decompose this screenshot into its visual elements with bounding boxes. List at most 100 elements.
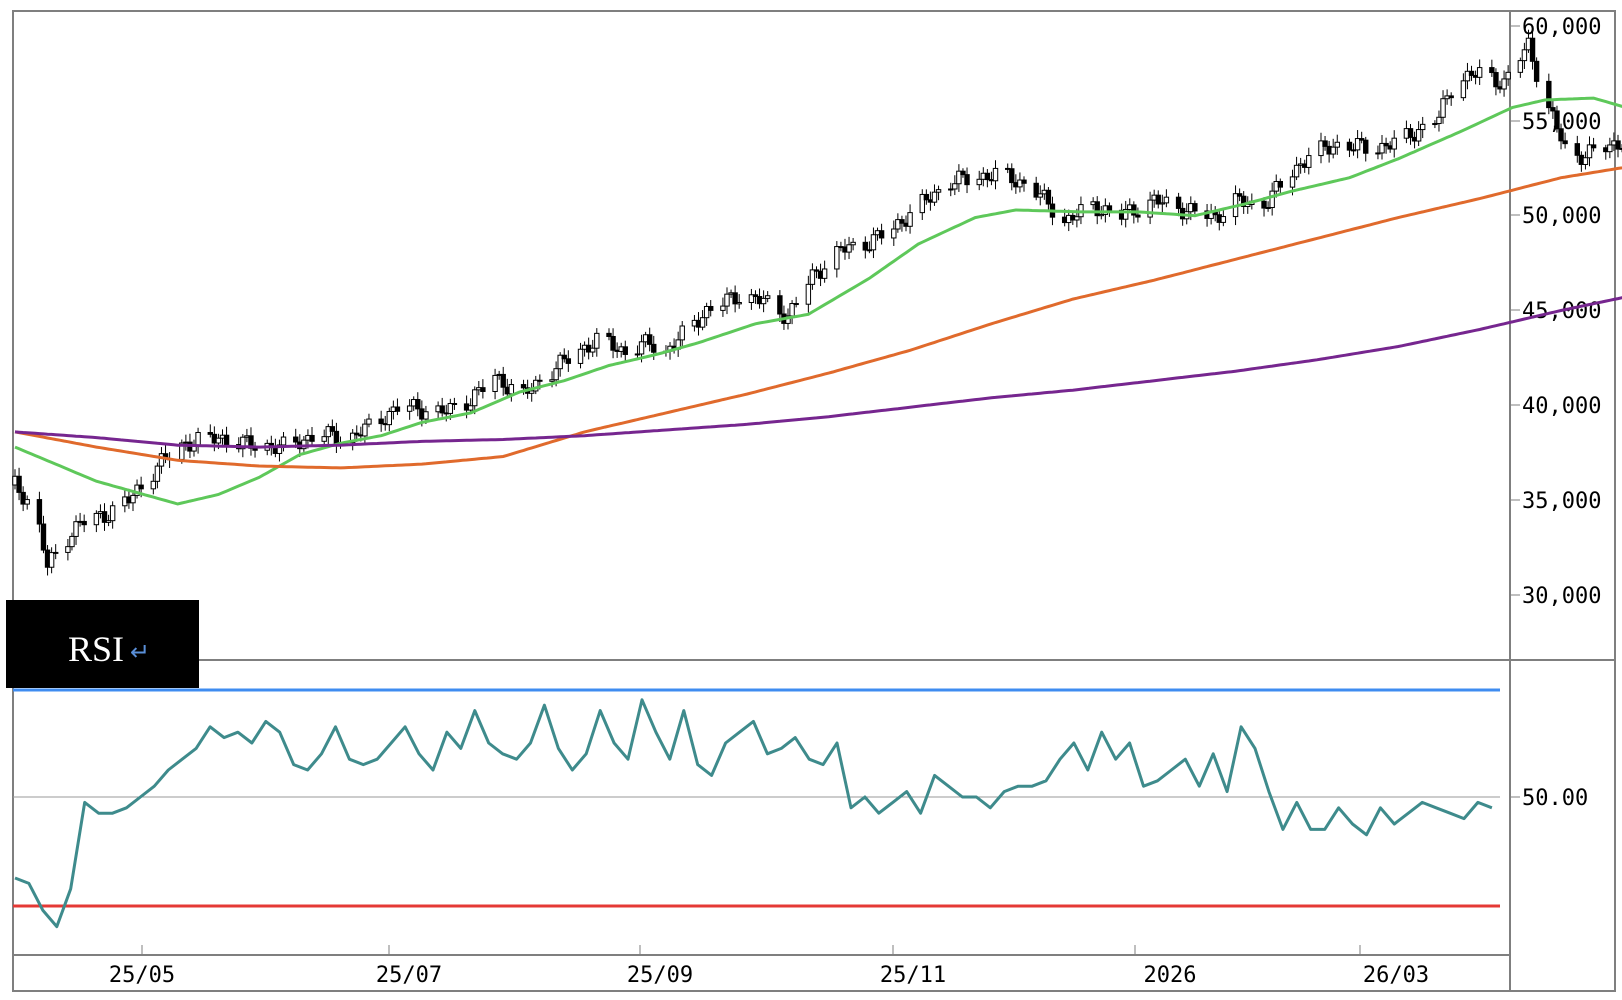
candle-body [1616,141,1620,149]
candle-body [721,306,725,310]
candle-body [1490,68,1494,73]
candle-body [1547,81,1551,107]
price-tick-60000: 60,000 [1522,15,1601,40]
candle-body [932,192,936,202]
candle-body [1270,191,1274,207]
candle-body [737,303,741,304]
candle-body [961,171,965,174]
candle-body [468,406,472,410]
rsi-panel-label: RSI [68,629,124,669]
candle-body [1392,138,1396,149]
outer-frame [13,11,1615,991]
candle-body [1534,61,1538,81]
date-tick-25-09: 25/09 [627,963,693,988]
candle-body [851,242,855,244]
candle-body [424,412,428,419]
candle-body [395,407,399,411]
candle-body [281,437,285,445]
candle-body [863,242,867,250]
rsi-series [15,700,1492,927]
candle-body [1136,215,1140,217]
candle-body [1331,147,1335,154]
candle-body [330,427,334,432]
candle-body [1555,111,1559,129]
candle-body [1347,142,1351,150]
candle-body [509,385,513,394]
candle-body [66,547,70,553]
candle-body [53,552,57,553]
rsi-line [15,700,1492,927]
date-tick-26-03: 26/03 [1363,963,1429,988]
candle-body [1046,190,1050,204]
candle-body [1176,197,1180,208]
candle-body [647,335,651,345]
candle-body [1461,81,1465,98]
candle-body [908,213,912,227]
candle-body [1323,141,1327,146]
candle-body [1494,73,1498,87]
candle-body [611,336,615,350]
candle-body [139,485,143,489]
price-tick-35000: 35,000 [1522,489,1601,514]
candle-body [554,369,558,380]
candle-body [1107,206,1111,211]
candle-body [37,500,41,524]
candle-body [847,245,851,252]
date-tick-25-07: 25/07 [376,963,442,988]
candle-body [94,513,98,524]
candle-body [379,419,383,424]
candle-body [41,524,45,550]
candle-body [1408,129,1412,138]
candle-body [965,175,969,185]
candle-body [1416,130,1420,141]
candle-body [1502,79,1506,89]
candle-body [82,521,86,524]
candle-body [1437,117,1441,123]
long-moving-average-line [15,263,1622,447]
short-moving-average-line [15,98,1622,504]
candle-body [110,506,114,521]
candle-body [936,190,940,193]
candle-body [1095,202,1099,216]
candle-body [367,419,371,424]
date-x-ticks: 25/05 25/07 25/09 25/11 2026 26/03 [109,945,1429,988]
candle-body [1449,96,1453,98]
candle-body [985,173,989,179]
candle-body [70,536,74,546]
candle-body [977,179,981,184]
candle-body [1522,50,1526,61]
candle-body [1132,205,1136,215]
candle-body [1477,68,1481,78]
candle-body [639,342,643,354]
candle-body [363,424,367,436]
candle-body [310,435,314,441]
candle-body [1563,141,1567,144]
candle-body [1148,200,1152,217]
candle-body [806,284,810,304]
candle-body [578,349,582,363]
candle-body [652,344,656,352]
candle-body [196,432,200,445]
candle-body [1530,38,1534,61]
candle-body [700,318,704,327]
candle-body [322,437,326,442]
date-tick-25-11: 25/11 [880,963,946,988]
candle-body [1335,142,1339,147]
candle-body [481,388,485,392]
candle-body [1559,129,1563,141]
candle-body [452,403,456,404]
candle-body [538,380,542,381]
moving-average-lines [15,98,1622,504]
candle-body [253,448,257,450]
candle-body [1022,180,1026,183]
candle-body [1518,61,1522,73]
candle-body [892,229,896,238]
candle-body [1441,99,1445,118]
candle-body [623,347,627,355]
candle-body [1278,181,1282,187]
candle-body [953,184,957,189]
candle-body [900,220,904,224]
candle-body [49,553,53,568]
date-tick-2026: 2026 [1144,963,1197,988]
candle-body [924,194,928,199]
